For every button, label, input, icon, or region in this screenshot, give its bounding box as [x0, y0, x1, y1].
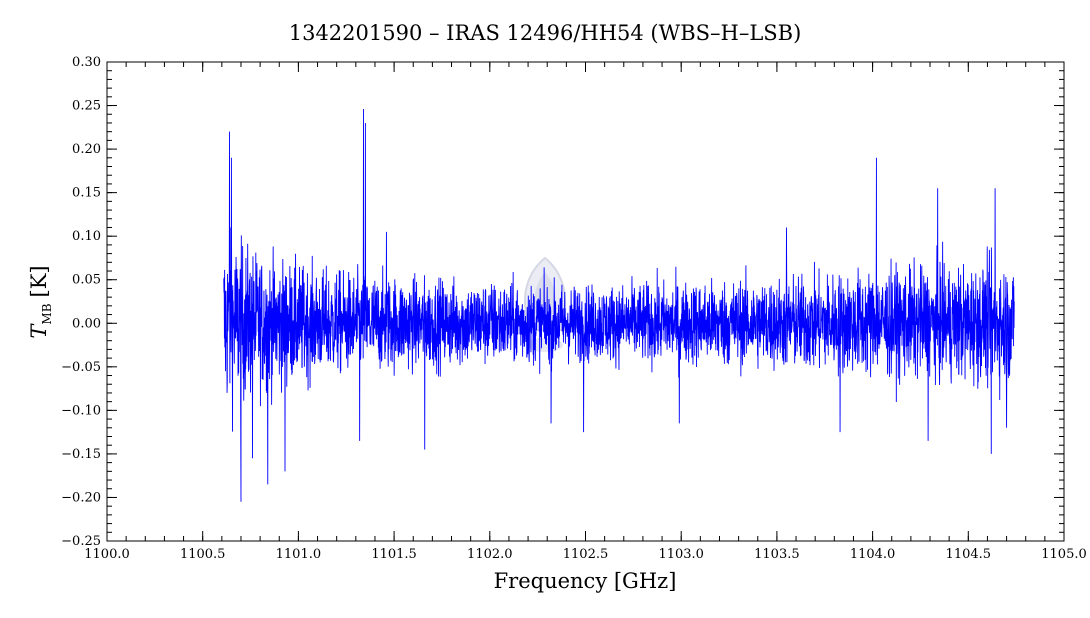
y-tick-label: 0.05 — [72, 273, 101, 288]
x-axis-label: Frequency [GHz] — [494, 569, 677, 593]
y-tick-label: −0.05 — [61, 360, 101, 375]
y-axis-label-sub: MB — [40, 303, 54, 324]
y-tick-label: 0.30 — [72, 55, 101, 70]
y-axis-label: TMB [K] — [27, 265, 54, 338]
spectrum-series — [223, 109, 1015, 502]
y-tick-label: −0.20 — [61, 490, 101, 505]
x-tick-label: 1102.5 — [563, 547, 609, 562]
x-axis: 1100.0 1100.5 1101.0 1101.5 1102.0 1102.5 1103… — [84, 62, 1087, 562]
x-tick-label: 1101.0 — [276, 547, 322, 562]
y-axis: −0.25 −0.20 −0.15 −0.10 −0.05 0.00 0.05 0.10 0.1… — [61, 55, 1064, 549]
x-tick-label: 1100.0 — [84, 547, 130, 562]
x-tick-label: 1102.0 — [467, 547, 513, 562]
x-tick-label: 1100.5 — [180, 547, 226, 562]
y-tick-label: 0.10 — [72, 229, 101, 244]
svg-text:TMB[K]: TMB [K] — [27, 265, 54, 338]
y-tick-label: −0.10 — [61, 403, 101, 418]
y-tick-label: 0.15 — [72, 186, 101, 201]
x-tick-label: 1101.5 — [371, 547, 417, 562]
x-tick-label: 1105.0 — [1041, 547, 1087, 562]
y-tick-label: 0.00 — [72, 316, 101, 331]
y-axis-label-unit: [K] — [27, 265, 51, 297]
chart-title: 1342201590 – IRAS 12496/HH54 (WBS–H–LSB) — [289, 21, 802, 45]
x-tick-label: 1104.5 — [946, 547, 992, 562]
y-axis-label-main: T — [27, 323, 51, 339]
spectrum-line — [223, 109, 1015, 502]
x-tick-label: 1103.5 — [754, 547, 800, 562]
y-tick-label: 0.25 — [72, 99, 101, 114]
x-tick-label: 1103.0 — [658, 547, 704, 562]
x-tick-label: 1104.0 — [850, 547, 896, 562]
y-tick-label: 0.20 — [72, 142, 101, 157]
y-tick-label: −0.15 — [61, 447, 101, 462]
y-tick-label: −0.25 — [61, 534, 101, 549]
